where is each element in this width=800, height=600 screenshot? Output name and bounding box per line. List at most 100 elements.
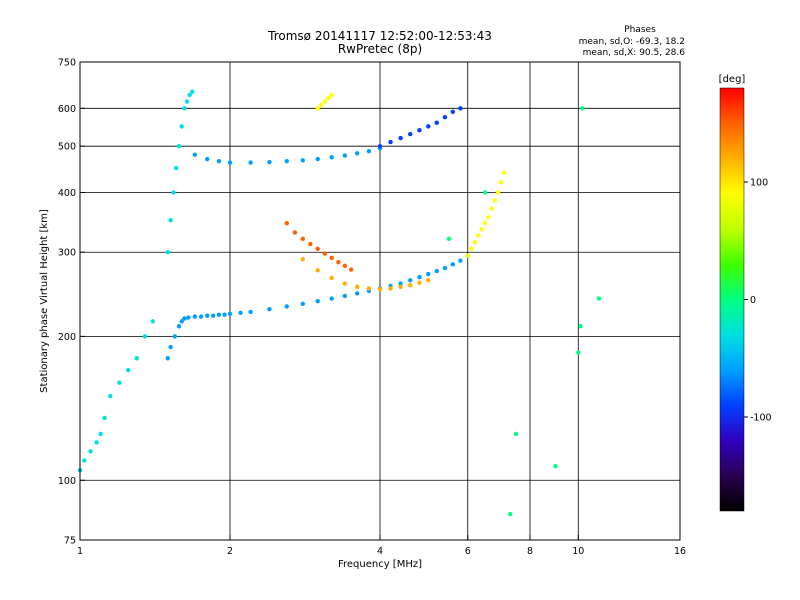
data-point [426, 124, 431, 129]
x-tick-label: 10 [572, 546, 584, 557]
data-point [98, 431, 103, 437]
data-point [469, 246, 474, 251]
data-point [596, 296, 602, 301]
y-tick-label: 500 [58, 142, 76, 153]
y-tick-label: 750 [58, 58, 76, 69]
data-point [450, 109, 456, 115]
data-point [329, 296, 334, 301]
data-point [366, 149, 372, 154]
data-point [315, 106, 320, 111]
data-point [192, 314, 198, 319]
chart-title: Tromsø 20141117 12:52:00-12:53:43 [267, 29, 492, 43]
data-point [434, 120, 439, 125]
y-axis-label: Stationary phase Virtual Height [km] [39, 209, 50, 393]
data-point [292, 230, 298, 235]
colorbar-label: [deg] [719, 74, 746, 85]
data-point [134, 356, 139, 361]
data-point [498, 180, 504, 185]
data-point [342, 263, 348, 268]
data-point [388, 139, 393, 145]
data-point [284, 221, 289, 226]
data-point [184, 99, 190, 104]
data-point [486, 215, 491, 220]
data-point [342, 153, 348, 158]
data-point [186, 315, 191, 320]
data-points [77, 89, 602, 517]
data-point [176, 143, 182, 149]
data-point [434, 268, 439, 274]
data-point [300, 236, 306, 242]
data-point [227, 311, 233, 316]
data-point [348, 267, 354, 272]
data-point [182, 316, 187, 321]
data-point [479, 227, 484, 232]
data-point [142, 334, 148, 339]
data-point [476, 233, 481, 238]
data-point [450, 262, 456, 267]
data-point [216, 312, 222, 317]
data-point [580, 106, 585, 111]
data-point [472, 239, 478, 245]
stats-x-line: mean, sd,X: 90.5, 28.6 [583, 48, 686, 58]
data-point [354, 291, 360, 296]
data-point [300, 257, 306, 262]
colorbar-tick-label: 100 [750, 178, 768, 189]
data-point [117, 380, 122, 385]
data-point [300, 158, 306, 163]
data-point [442, 114, 448, 120]
data-point [377, 287, 383, 292]
data-point [179, 124, 184, 129]
data-point [465, 253, 470, 258]
x-tick-label: 6 [465, 546, 471, 557]
data-point [408, 131, 413, 137]
data-point [238, 310, 243, 316]
data-point [171, 190, 176, 195]
colorbar [719, 87, 745, 512]
data-point [329, 255, 334, 261]
data-point [408, 278, 413, 283]
data-point [329, 92, 334, 98]
data-point [398, 281, 403, 286]
data-point [172, 334, 178, 339]
data-point [446, 236, 452, 242]
data-point [248, 309, 253, 315]
data-point [168, 344, 173, 350]
data-point [315, 268, 320, 273]
data-point [198, 314, 204, 319]
data-point [513, 431, 519, 437]
data-point [94, 440, 99, 445]
data-point [336, 259, 341, 265]
data-point [329, 155, 334, 160]
stats-o-line: mean, sd,O: -69.3, 18.2 [579, 37, 685, 47]
data-point [88, 449, 93, 454]
x-tick-label: 16 [674, 546, 686, 557]
data-point [227, 160, 233, 165]
data-point [319, 102, 324, 108]
data-point [458, 106, 463, 111]
x-tick-label: 2 [227, 546, 233, 557]
data-point [489, 206, 494, 211]
data-point [417, 127, 422, 133]
data-point [388, 286, 393, 291]
data-point [216, 159, 222, 164]
data-point [267, 159, 272, 165]
data-point [322, 251, 328, 256]
data-point [267, 306, 272, 312]
data-point [495, 190, 501, 195]
data-point [190, 89, 195, 94]
data-point [458, 258, 463, 263]
data-point [342, 293, 348, 299]
data-point [308, 241, 313, 247]
data-point [182, 106, 187, 111]
colorbar-tick-label: 0 [750, 295, 756, 306]
data-point [315, 156, 320, 162]
data-point [482, 190, 488, 195]
data-point [501, 170, 507, 175]
data-point [426, 271, 431, 277]
data-point [108, 393, 113, 399]
x-tick-label: 8 [527, 546, 533, 557]
y-tick-label: 75 [64, 536, 76, 547]
x-axis-label: Frequency [MHz] [338, 559, 422, 570]
data-point [187, 92, 192, 98]
stats-header: Phases [624, 25, 656, 35]
